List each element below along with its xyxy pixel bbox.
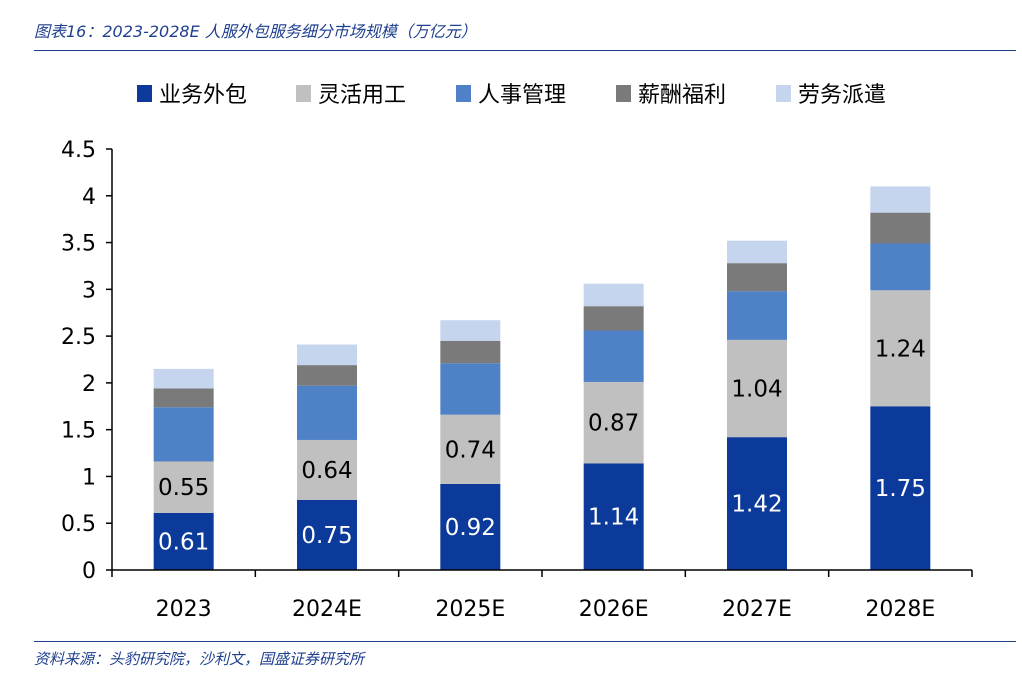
bar-segment bbox=[727, 437, 787, 570]
legend-swatch bbox=[137, 85, 152, 102]
bar-segment bbox=[583, 283, 644, 307]
bar-segment bbox=[297, 344, 357, 366]
chart-axes: 0 0.5 1 1.5 2 2.5 3 3.5 4 4.5 2023 2024E 2025E 2026E 2… bbox=[61, 138, 973, 622]
bar-segment bbox=[583, 381, 644, 464]
bar-segment bbox=[583, 306, 644, 331]
bar-segment bbox=[440, 414, 501, 484]
data-label: 0.87 bbox=[588, 411, 639, 437]
chart-bars bbox=[153, 186, 931, 570]
bar-segment bbox=[870, 186, 931, 213]
bar-segment bbox=[297, 365, 357, 386]
figure-title: 图表16：2023-2028E 人服外包服务细分市场规模（万亿元） bbox=[34, 22, 477, 41]
bar-segment bbox=[727, 339, 787, 438]
bar-segment bbox=[153, 461, 214, 513]
x-tick-label: 2024E bbox=[292, 597, 362, 622]
y-tick-label: 4 bbox=[82, 185, 96, 210]
y-tick-label: 3 bbox=[82, 278, 96, 303]
data-label: 1.04 bbox=[731, 377, 782, 403]
title-divider bbox=[34, 50, 1016, 51]
bar-segment bbox=[297, 499, 357, 570]
bar-segment bbox=[440, 483, 501, 570]
y-tick-label: 0.5 bbox=[61, 512, 96, 537]
bar-segment bbox=[870, 290, 931, 407]
legend-label: 人事管理 bbox=[478, 83, 566, 108]
legend-label: 灵活用工 bbox=[318, 83, 406, 108]
bar-segment bbox=[727, 240, 787, 264]
data-label: 1.75 bbox=[875, 476, 926, 502]
y-tick-label: 2 bbox=[82, 372, 96, 397]
chart-data-labels: 0.61 0.55 0.75 0.64 0.92 0.74 1.14 0.87 1.42 1.04… bbox=[158, 336, 926, 555]
bar-segment bbox=[583, 463, 644, 570]
bar-segment bbox=[440, 363, 501, 415]
data-label: 1.42 bbox=[731, 492, 782, 518]
x-tick-label: 2023 bbox=[156, 597, 212, 622]
bar-segment bbox=[440, 340, 501, 364]
y-tick-label: 1 bbox=[82, 465, 96, 490]
x-tick-label: 2028E bbox=[865, 597, 935, 622]
data-label: 1.24 bbox=[875, 336, 926, 362]
legend-swatch bbox=[296, 85, 311, 102]
legend-label: 劳务派遣 bbox=[798, 83, 886, 108]
y-tick-label: 4.5 bbox=[61, 138, 96, 163]
legend-swatch bbox=[616, 85, 631, 102]
x-tick-label: 2026E bbox=[579, 597, 649, 622]
bar-segment bbox=[583, 330, 644, 382]
chart-legend: 业务外包 灵活用工 人事管理 薪酬福利 劳务派遣 bbox=[137, 83, 886, 108]
bar-segment bbox=[153, 512, 214, 570]
source-divider bbox=[34, 641, 1016, 642]
data-label: 0.75 bbox=[301, 523, 352, 549]
bar-segment bbox=[440, 320, 501, 341]
data-label: 0.61 bbox=[158, 529, 209, 555]
stacked-bar-chart: 业务外包 灵活用工 人事管理 薪酬福利 劳务派遣 0.61 0.55 0.75 0.64 0.9… bbox=[61, 83, 973, 622]
x-tick-label: 2027E bbox=[722, 597, 792, 622]
bar-segment bbox=[870, 406, 931, 570]
y-tick-label: 2.5 bbox=[61, 325, 96, 350]
legend-swatch bbox=[776, 85, 791, 102]
data-label: 0.74 bbox=[445, 437, 496, 463]
legend-swatch bbox=[456, 85, 471, 102]
data-label: 1.14 bbox=[588, 505, 639, 531]
bar-segment bbox=[870, 243, 931, 291]
data-label: 0.55 bbox=[158, 475, 209, 501]
legend-label: 薪酬福利 bbox=[638, 83, 726, 108]
legend-label: 业务外包 bbox=[159, 83, 247, 108]
y-tick-label: 3.5 bbox=[61, 232, 96, 257]
y-tick-label: 1.5 bbox=[61, 419, 96, 444]
bar-segment bbox=[153, 388, 214, 408]
bar-segment bbox=[870, 212, 931, 244]
x-tick-label: 2025E bbox=[435, 597, 505, 622]
bar-segment bbox=[153, 407, 214, 462]
bar-segment bbox=[297, 439, 357, 500]
y-tick-label: 0 bbox=[82, 559, 96, 584]
bar-segment bbox=[153, 368, 214, 389]
bar-segment bbox=[727, 263, 787, 292]
bar-segment bbox=[297, 385, 357, 440]
data-label: 0.92 bbox=[445, 515, 496, 541]
data-label: 0.64 bbox=[301, 458, 352, 484]
figure-source: 资料来源：头豹研究院，沙利文，国盛证券研究所 bbox=[34, 650, 365, 668]
bar-segment bbox=[727, 291, 787, 340]
